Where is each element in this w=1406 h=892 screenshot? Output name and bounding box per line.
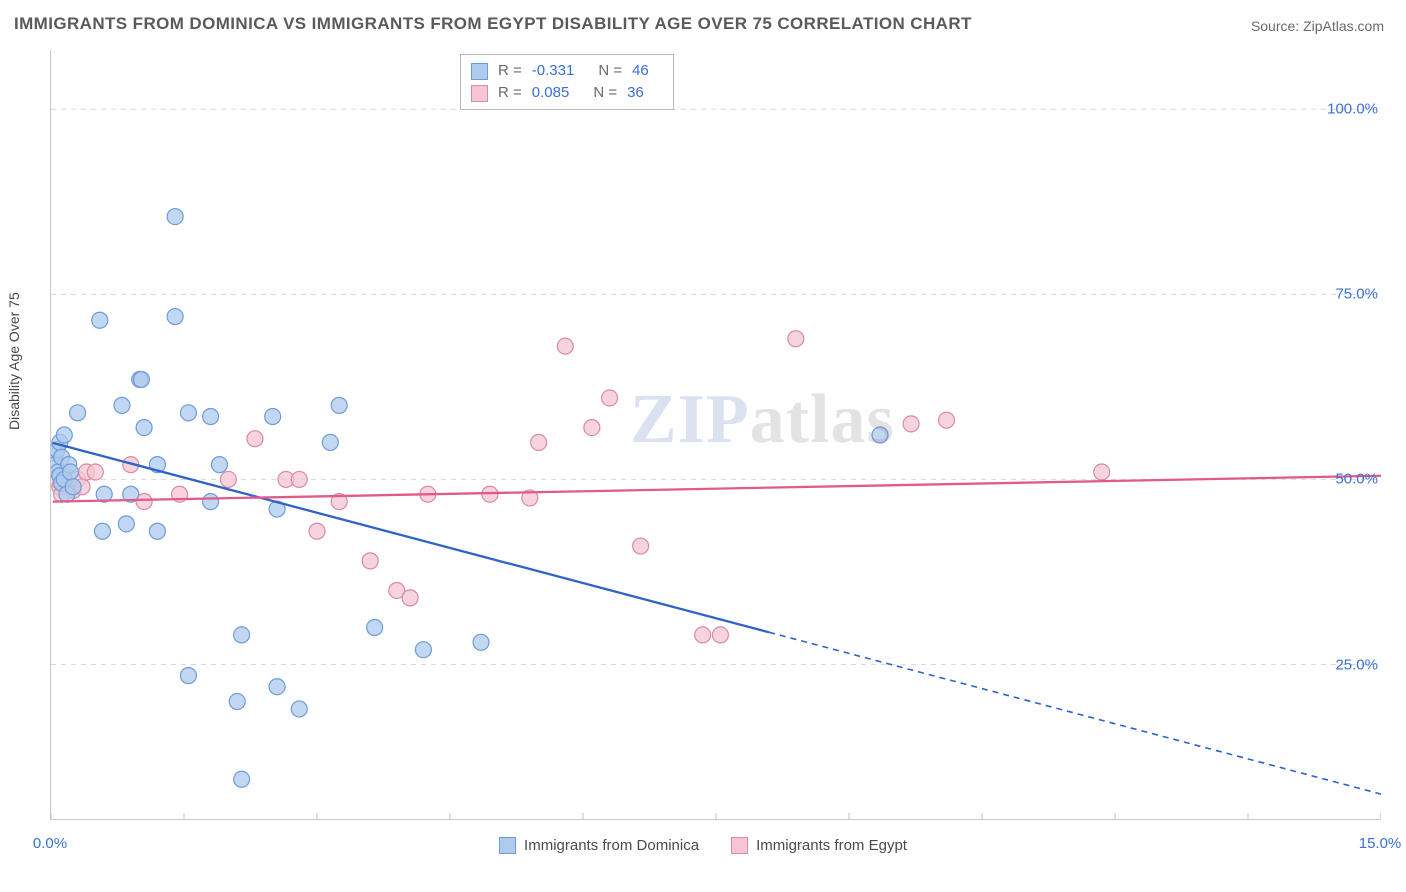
correlation-legend: R = -0.331 N = 46 R = 0.085 N = 36 [460,54,674,110]
plot-area [50,50,1380,820]
legend-item-label: Immigrants from Egypt [756,837,907,854]
legend-item-label: Immigrants from Dominica [524,837,699,854]
legend-r-value: 0.085 [532,82,570,104]
y-tick-label: 100.0% [1327,101,1378,118]
legend-swatch [499,837,516,854]
legend-r-label: R = [498,82,522,104]
legend-swatch [471,63,488,80]
legend-item: Immigrants from Dominica [499,837,699,854]
scatter-chart-svg [51,50,1381,820]
legend-n-label: N = [593,82,617,104]
legend-swatch [731,837,748,854]
legend-swatch [471,85,488,102]
legend-row: R = -0.331 N = 46 [471,60,663,82]
legend-row: R = 0.085 N = 36 [471,82,663,104]
chart-title: IMMIGRANTS FROM DOMINICA VS IMMIGRANTS F… [14,14,972,34]
y-axis-label: Disability Age Over 75 [6,292,22,430]
x-tick-label: 15.0% [1359,835,1402,852]
legend-n-label: N = [598,60,622,82]
source-label: Source: ZipAtlas.com [1251,18,1384,34]
y-tick-label: 75.0% [1335,286,1378,303]
legend-r-label: R = [498,60,522,82]
x-tick-label: 0.0% [33,835,67,852]
legend-n-value: 46 [632,60,649,82]
y-tick-label: 25.0% [1335,656,1378,673]
legend-r-value: -0.331 [532,60,575,82]
series-legend: Immigrants from Dominica Immigrants from … [0,837,1406,858]
y-tick-label: 50.0% [1335,471,1378,488]
legend-item: Immigrants from Egypt [731,837,907,854]
legend-n-value: 36 [627,82,644,104]
